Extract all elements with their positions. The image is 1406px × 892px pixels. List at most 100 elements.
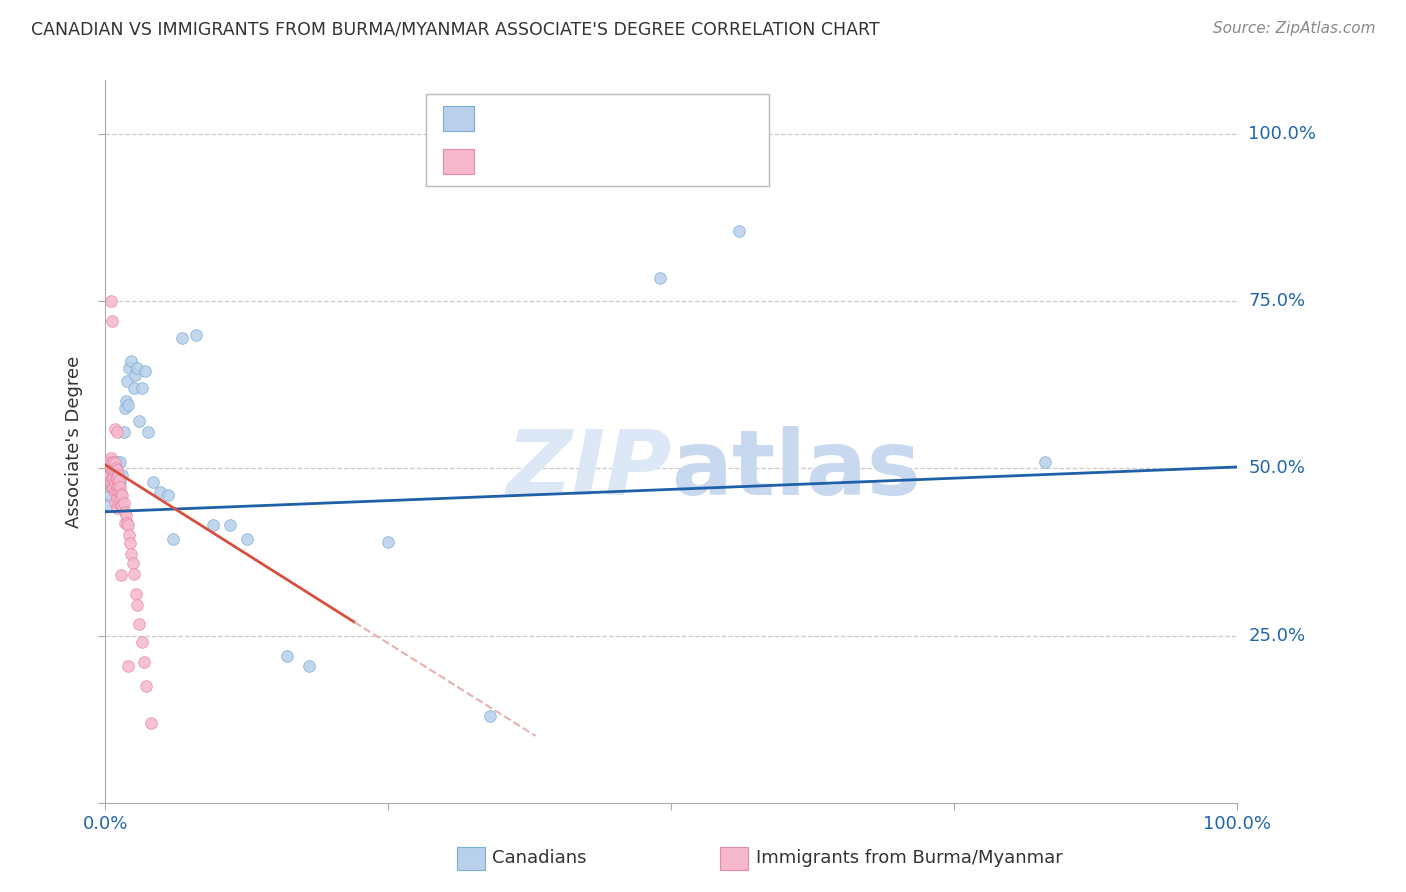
Point (120, 536, 142, 550)
Point (125, 587, 148, 601)
Point (105, 455, 128, 469)
Point (377, 534, 399, 549)
Point (101, 482, 124, 496)
Point (112, 496, 135, 510)
Point (648, 270, 671, 285)
Point (110, 498, 132, 512)
Point (236, 532, 259, 546)
Point (105, 480, 128, 494)
Text: atlas: atlas (672, 426, 921, 515)
Point (103, 494, 125, 508)
Point (201, 518, 224, 533)
Point (112, 425, 135, 439)
Point (131, 635, 153, 649)
Point (108, 480, 131, 494)
Point (100, 478, 122, 492)
Y-axis label: Associate's Degree: Associate's Degree (65, 355, 83, 528)
Text: Immigrants from Burma/Myanmar: Immigrants from Burma/Myanmar (756, 849, 1063, 867)
Point (98, 455, 121, 469)
Point (103, 464, 125, 478)
Point (98, 467, 121, 482)
Point (97, 467, 120, 482)
Point (111, 467, 134, 482)
Point (114, 508, 136, 523)
Point (110, 487, 132, 501)
Point (117, 398, 139, 412)
Point (108, 475, 131, 489)
Point (111, 488, 134, 502)
Point (131, 381, 153, 395)
Point (149, 484, 172, 499)
Point (107, 467, 129, 482)
Point (184, 327, 207, 342)
Text: 100.0%: 100.0% (1249, 125, 1316, 143)
Text: N =: N = (602, 110, 659, 128)
Point (1033, 455, 1056, 469)
Point (127, 361, 149, 376)
Text: N =: N = (602, 153, 659, 170)
Point (162, 532, 184, 546)
Point (104, 483, 127, 497)
Point (111, 498, 134, 512)
Point (114, 516, 136, 530)
Point (142, 475, 165, 489)
Point (103, 482, 125, 496)
Point (219, 518, 242, 533)
Point (121, 354, 143, 368)
Point (105, 425, 128, 439)
Point (101, 455, 124, 469)
Text: R =: R = (485, 110, 524, 128)
Point (128, 616, 150, 631)
Point (105, 501, 128, 516)
Point (100, 458, 122, 472)
Point (118, 528, 141, 542)
Point (172, 331, 194, 345)
Point (98, 488, 121, 502)
Point (121, 547, 143, 561)
Text: 25.0%: 25.0% (1249, 626, 1306, 645)
Point (108, 491, 131, 506)
Point (298, 658, 321, 673)
Point (115, 375, 138, 389)
Point (101, 314, 124, 328)
Point (118, 361, 141, 376)
Point (97, 455, 120, 469)
Point (103, 482, 125, 496)
Text: Canadians: Canadians (492, 849, 586, 867)
Point (110, 568, 132, 582)
Point (115, 516, 138, 530)
Point (108, 482, 131, 496)
Point (104, 461, 127, 475)
Text: CANADIAN VS IMMIGRANTS FROM BURMA/MYANMAR ASSOCIATE'S DEGREE CORRELATION CHART: CANADIAN VS IMMIGRANTS FROM BURMA/MYANMA… (31, 21, 880, 38)
Point (104, 471, 127, 485)
Point (108, 473, 131, 487)
Text: 0.060: 0.060 (524, 110, 588, 128)
Point (127, 599, 149, 613)
Point (114, 394, 136, 409)
Text: -0.397: -0.397 (524, 153, 589, 170)
Point (100, 475, 122, 489)
Point (104, 465, 127, 479)
Point (103, 475, 125, 489)
Point (100, 451, 122, 466)
Point (101, 462, 124, 476)
Point (138, 425, 160, 439)
Point (117, 518, 139, 533)
Point (103, 484, 125, 499)
Point (108, 484, 131, 499)
Point (107, 480, 129, 494)
Point (103, 475, 125, 489)
Point (132, 655, 155, 669)
Point (101, 471, 124, 485)
Text: 50.0%: 50.0% (1249, 459, 1305, 477)
Text: R =: R = (485, 153, 524, 170)
Point (114, 401, 136, 416)
Point (128, 414, 150, 429)
Point (103, 455, 125, 469)
Point (156, 488, 179, 502)
Point (103, 471, 125, 485)
Point (479, 708, 502, 723)
Point (108, 496, 131, 510)
Point (728, 224, 751, 238)
Point (105, 462, 128, 476)
